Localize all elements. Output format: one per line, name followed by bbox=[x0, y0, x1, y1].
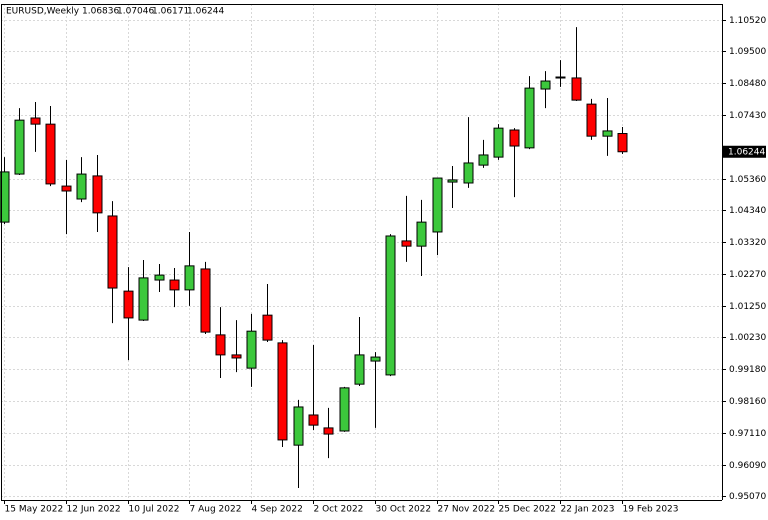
candle-body bbox=[617, 133, 628, 153]
candle-body bbox=[509, 129, 520, 147]
candle-body bbox=[45, 123, 56, 185]
candle-body bbox=[463, 162, 474, 184]
candle-body bbox=[524, 87, 535, 149]
candle-body bbox=[555, 76, 566, 79]
candle-body bbox=[154, 274, 165, 281]
x-tick-label: 25 Dec 2022 bbox=[499, 505, 557, 515]
candle-body bbox=[339, 387, 350, 432]
header-low: 1.06171 bbox=[152, 7, 189, 17]
header-open: 1.06836 bbox=[82, 7, 119, 17]
last-price-label: 1.06244 bbox=[728, 147, 765, 157]
x-tick-label: 15 May 2022 bbox=[5, 505, 64, 515]
last-price-box bbox=[722, 145, 766, 158]
candle-body bbox=[107, 215, 118, 289]
x-tick-label: 19 Feb 2023 bbox=[623, 505, 679, 515]
candle-body bbox=[184, 265, 195, 291]
candle-body bbox=[0, 171, 10, 223]
y-tick-label: 1.01250 bbox=[729, 302, 766, 312]
candle-body bbox=[571, 77, 582, 101]
x-tick-label: 4 Sep 2022 bbox=[252, 505, 303, 515]
y-tick-label: 0.97110 bbox=[729, 429, 766, 439]
candle-body bbox=[540, 80, 551, 90]
candle-body bbox=[30, 117, 41, 125]
x-tick-label: 27 Nov 2022 bbox=[438, 505, 496, 515]
candle-body bbox=[215, 334, 226, 356]
candle-body bbox=[385, 235, 396, 376]
y-tick-label: 0.98160 bbox=[729, 397, 766, 407]
header-high: 1.07046 bbox=[117, 7, 154, 17]
candle-body bbox=[169, 279, 180, 291]
x-tick-label: 10 Jul 2022 bbox=[129, 505, 180, 515]
y-tick-label: 1.07430 bbox=[729, 111, 766, 121]
candle-body bbox=[277, 342, 288, 441]
x-tick-label: 30 Oct 2022 bbox=[376, 505, 432, 515]
candle-body bbox=[14, 119, 25, 175]
x-tick-label: 22 Jan 2023 bbox=[561, 505, 615, 515]
candle-body bbox=[123, 290, 134, 319]
candle-body bbox=[246, 330, 257, 369]
candle-body bbox=[138, 277, 149, 321]
header-close: 1.06244 bbox=[187, 7, 224, 17]
candle-body bbox=[308, 414, 319, 426]
y-tick-label: 1.00230 bbox=[729, 333, 766, 343]
candle-body bbox=[92, 175, 103, 214]
candle-body bbox=[401, 240, 412, 247]
candle-body bbox=[416, 221, 427, 247]
axis-labels: 1.10520 1.09500 1.08480 1.07430 1.05360 1.043… bbox=[4, 16, 766, 515]
candles bbox=[0, 27, 628, 488]
candle-body bbox=[478, 154, 489, 166]
y-tick-label: 1.08480 bbox=[729, 79, 766, 89]
candle-body bbox=[432, 177, 443, 233]
y-tick-label: 0.99180 bbox=[729, 365, 766, 375]
candle-body bbox=[602, 130, 613, 137]
candle-body bbox=[293, 406, 304, 446]
symbol-title: EURUSD,Weekly bbox=[6, 7, 80, 17]
candle-body bbox=[231, 354, 242, 359]
candle-body bbox=[262, 314, 273, 341]
x-tick-label: 2 Oct 2022 bbox=[314, 505, 364, 515]
y-tick-label: 1.03320 bbox=[729, 238, 766, 248]
candle-body bbox=[323, 427, 334, 435]
y-tick-label: 0.96090 bbox=[729, 461, 766, 471]
header: EURUSD,Weekly 1.06836 1.07046 1.06171 1.… bbox=[6, 7, 224, 17]
y-tick-label: 1.04340 bbox=[729, 206, 766, 216]
candle-body bbox=[61, 185, 72, 192]
x-tick-label: 7 Aug 2022 bbox=[190, 505, 242, 515]
y-tick-label: 1.10520 bbox=[729, 16, 766, 26]
candle-body bbox=[586, 103, 597, 137]
candle-body bbox=[200, 268, 211, 333]
y-tick-label: 0.95070 bbox=[729, 492, 766, 502]
candle-body bbox=[447, 179, 458, 183]
y-tick-label: 1.02270 bbox=[729, 270, 766, 280]
x-tick-label: 12 Jun 2022 bbox=[67, 505, 121, 515]
candle-body bbox=[76, 173, 87, 200]
y-tick-label: 1.05360 bbox=[729, 175, 766, 185]
candle-body bbox=[354, 354, 365, 385]
y-tick-label: 1.09500 bbox=[729, 47, 766, 57]
candle-body bbox=[493, 127, 504, 158]
candle-body bbox=[370, 356, 381, 362]
